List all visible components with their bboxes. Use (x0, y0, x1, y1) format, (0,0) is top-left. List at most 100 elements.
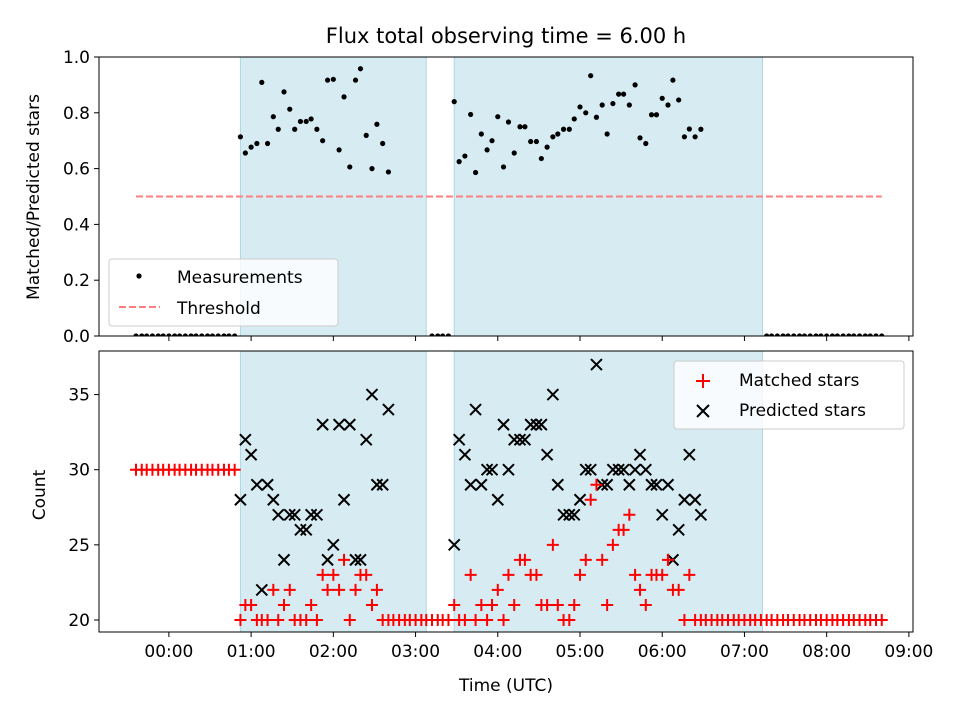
matched-star-marker (278, 598, 290, 611)
predicted-star-marker (557, 508, 570, 521)
measurement-point (144, 333, 150, 336)
matched-star-marker (661, 553, 674, 566)
measurement-point (188, 333, 194, 336)
measurement-point (303, 118, 309, 125)
legend-marker-matched (696, 374, 710, 388)
measurement-point (583, 110, 589, 116)
top-y-tick-label: 0.8 (63, 104, 90, 124)
predicted-star-marker (327, 538, 340, 552)
measurement-point (840, 333, 846, 336)
predicted-star-marker (524, 418, 537, 431)
matched-star-marker (606, 538, 619, 551)
measurement-point (774, 333, 780, 336)
top-y-tick-label: 0.6 (63, 160, 90, 180)
measurement-point (341, 94, 347, 100)
predicted-star-marker (639, 463, 652, 476)
matched-star-marker (261, 613, 274, 626)
predicted-star-marker (513, 433, 527, 446)
legend-label-matched: Matched stars (739, 371, 859, 391)
matched-star-marker (300, 613, 313, 626)
measurement-point (193, 333, 199, 336)
predicted-star-marker (606, 463, 620, 476)
measurement-point (829, 333, 836, 336)
top-y-tick-label: 0.0 (63, 327, 90, 347)
measurement-point (538, 155, 544, 162)
measurement-point (172, 333, 178, 336)
measurement-point (204, 333, 211, 336)
matched-star-marker (656, 568, 669, 581)
measurement-point (314, 126, 320, 132)
matched-star-marker (541, 598, 554, 611)
matched-star-marker (491, 583, 504, 596)
matched-star-marker (327, 568, 340, 581)
predicted-star-marker (568, 508, 581, 521)
predicted-star-marker (546, 388, 560, 401)
predicted-star-marker (283, 508, 296, 521)
matched-star-marker (639, 598, 652, 611)
measurement-point (818, 333, 824, 336)
bottom-y-axis-label: Count (30, 469, 50, 520)
predicted-star-marker (661, 478, 675, 491)
predicted-star-marker (370, 478, 384, 491)
x-tick-label: 04:00 (473, 642, 522, 662)
x-tick-label: 06:00 (638, 642, 687, 662)
measurement-point (686, 126, 692, 132)
measurement-point (133, 333, 139, 336)
measurement-point (807, 333, 813, 336)
measurement-point (670, 77, 676, 83)
matched-star-marker (683, 568, 696, 581)
matched-star-marker (497, 613, 510, 626)
measurement-point (281, 89, 287, 95)
matched-star-marker (310, 613, 323, 626)
measurement-point (681, 134, 688, 140)
measurement-point (610, 100, 616, 107)
measurement-point (237, 134, 244, 140)
chart-title: Flux total observing time = 6.00 h (326, 24, 686, 48)
predicted-star-marker (452, 433, 466, 446)
measurement-point (517, 124, 523, 130)
legend-label-predicted: Predicted stars (739, 401, 866, 421)
measurement-point (791, 333, 797, 336)
top-y-tick-label: 1.0 (63, 48, 90, 68)
measurement-point (856, 333, 863, 336)
measurement-point (637, 135, 643, 141)
matched-star-marker (321, 583, 334, 596)
predicted-star-marker (447, 538, 461, 552)
predicted-star-marker (633, 448, 647, 461)
matched-star-marker (272, 613, 285, 626)
predicted-star-marker (573, 493, 587, 506)
matched-star-marker (370, 583, 383, 596)
measurement-point (429, 333, 435, 336)
measurement-point (604, 131, 610, 137)
matched-star-marker (530, 568, 543, 581)
measurement-point (215, 333, 221, 336)
measurement-point (780, 333, 786, 336)
predicted-star-marker (612, 463, 625, 476)
bottom-x-axis-ticks: 00:00 01:00 02:00 03:00 04:00 05:00 06:00 07:00… (144, 632, 933, 662)
predicted-star-marker (365, 388, 379, 401)
matched-star-marker (343, 613, 356, 626)
predicted-star-marker (628, 463, 642, 476)
measurement-point (620, 91, 627, 97)
measurement-point (166, 333, 172, 336)
measurement-point (139, 333, 145, 336)
shaded-interval-1 (239, 351, 427, 632)
matched-star-marker (475, 598, 488, 611)
predicted-star-marker (464, 478, 477, 491)
measurement-point (330, 76, 336, 82)
predicted-star-marker (250, 478, 264, 491)
predicted-star-marker (491, 493, 504, 506)
measurement-point (626, 102, 632, 108)
matched-star-marker (568, 598, 581, 611)
predicted-star-marker (480, 463, 494, 476)
measurement-point (648, 112, 655, 118)
measurement-point (347, 164, 353, 170)
legend-marker-measurements (136, 273, 142, 279)
matched-star-marker (481, 613, 494, 626)
predicted-star-marker (294, 523, 307, 537)
measurement-point (445, 333, 452, 336)
measurement-point (505, 119, 512, 125)
predicted-star-marker (551, 478, 565, 491)
measurement-point (352, 77, 359, 83)
